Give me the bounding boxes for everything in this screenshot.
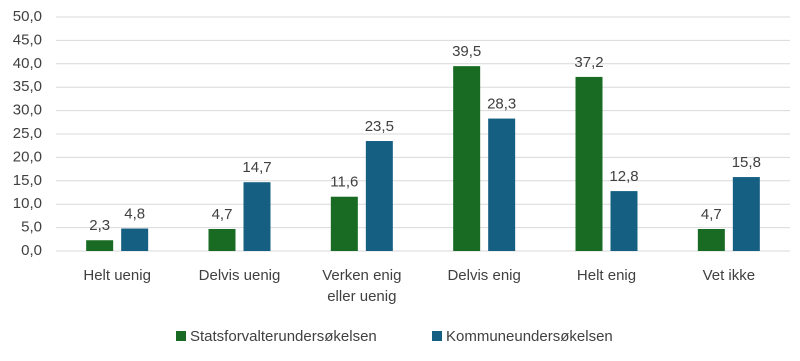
x-tick-label: Helt uenig <box>83 267 151 284</box>
y-tick-label: 35,0 <box>13 78 42 95</box>
y-tick-label: 40,0 <box>13 55 42 72</box>
bar <box>453 66 481 251</box>
y-tick-label: 45,0 <box>13 31 42 48</box>
data-label: 4,7 <box>701 206 722 223</box>
bar <box>610 191 638 251</box>
y-tick-label: 10,0 <box>13 195 42 212</box>
y-tick-label: 15,0 <box>13 172 42 189</box>
y-tick-label: 25,0 <box>13 125 42 142</box>
y-tick-label: 30,0 <box>13 102 42 119</box>
legend-label: Kommuneundersøkelsen <box>446 328 613 345</box>
data-label: 39,5 <box>452 43 481 60</box>
y-tick-label: 5,0 <box>21 219 42 236</box>
legend-swatch <box>432 331 442 341</box>
x-tick-label: Delvis uenig <box>198 267 281 284</box>
bar <box>243 182 271 251</box>
data-label: 11,6 <box>330 174 358 191</box>
data-label: 2,3 <box>89 217 110 234</box>
x-tick-label: Verken enig eller uenig <box>322 267 402 305</box>
data-label: 15,8 <box>732 154 761 171</box>
data-label: 4,7 <box>212 206 233 223</box>
bar <box>330 196 358 251</box>
data-label: 4,8 <box>124 206 145 223</box>
legend-label: Statsforvalterundersøkelsen <box>190 328 377 345</box>
bar <box>732 177 760 251</box>
x-tick-label: Vet ikke <box>702 267 756 284</box>
bar <box>208 229 236 251</box>
bar <box>488 118 516 251</box>
bar <box>697 229 725 251</box>
bar <box>86 240 114 251</box>
x-tick-label: Delvis enig <box>447 267 521 284</box>
y-tick-label: 50,0 <box>13 8 42 25</box>
bar <box>575 76 603 252</box>
y-tick-label: 0,0 <box>21 242 42 259</box>
data-label: 37,2 <box>574 54 603 71</box>
bar <box>121 228 149 251</box>
data-label: 23,5 <box>365 118 394 135</box>
y-tick-label: 20,0 <box>13 148 42 165</box>
data-label: 28,3 <box>487 96 516 113</box>
x-tick-label: Helt enig <box>576 267 637 284</box>
data-label: 14,7 <box>242 159 271 176</box>
bar <box>365 141 393 251</box>
legend-swatch <box>176 331 186 341</box>
data-label: 12,8 <box>609 168 638 185</box>
